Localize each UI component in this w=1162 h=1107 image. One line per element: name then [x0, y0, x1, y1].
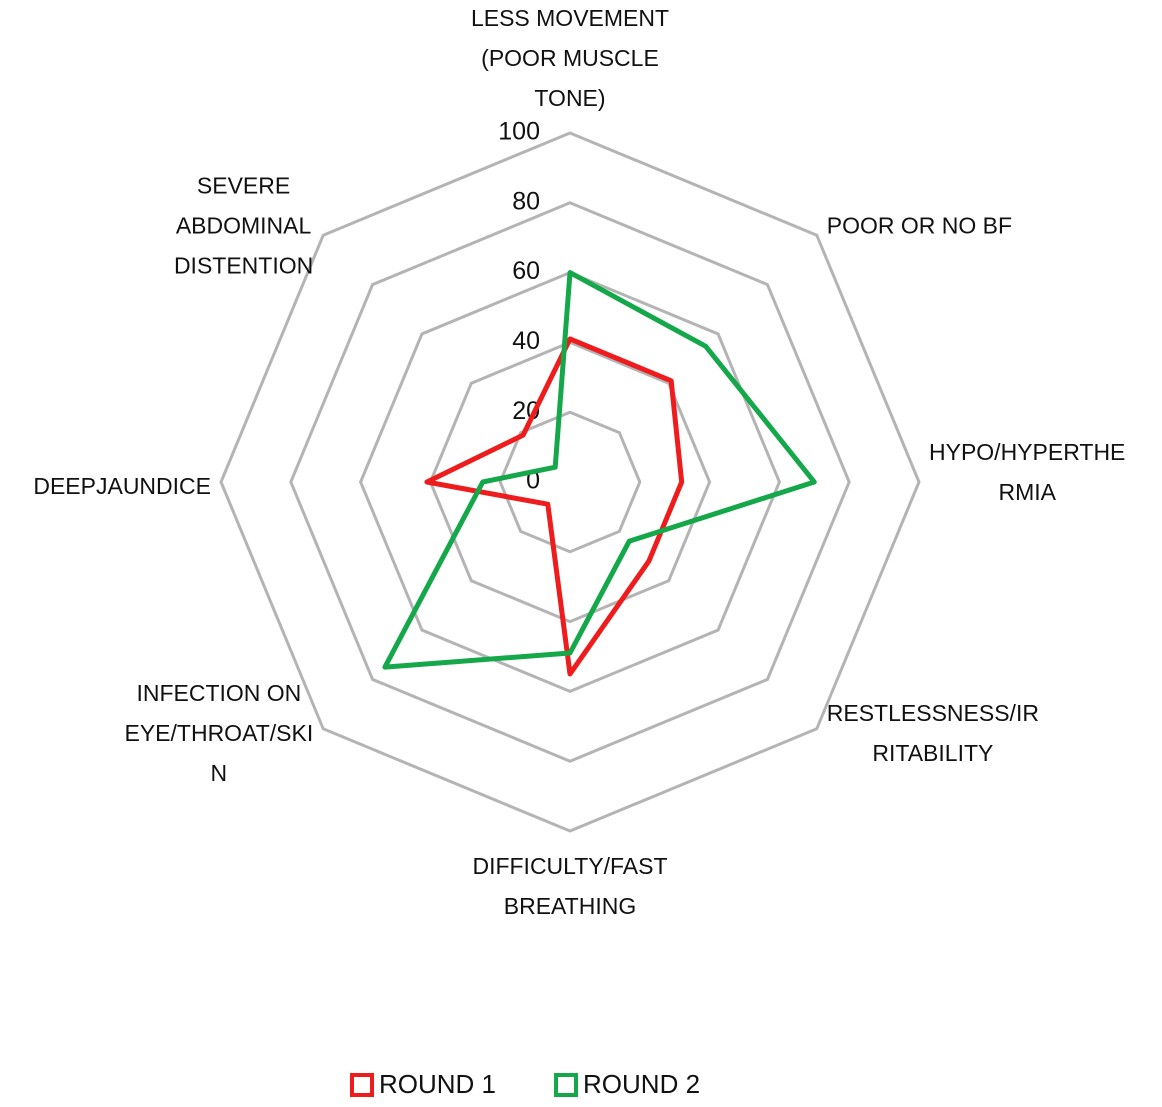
category-label: (POOR MUSCLE: [481, 45, 659, 71]
y-tick-label: 60: [512, 257, 540, 285]
legend-swatch: [554, 1073, 579, 1097]
category-label: POOR OR NO BF: [827, 212, 1012, 238]
y-tick-label: 40: [512, 327, 540, 355]
category-label: INFECTION ON: [136, 680, 301, 706]
category-label: N: [211, 760, 228, 786]
category-label: RESTLESSNESS/IR: [827, 700, 1039, 726]
y-tick-label: 80: [512, 187, 540, 215]
grid-line: [498, 410, 642, 554]
category-label: RMIA: [998, 479, 1056, 505]
category-label: EYE/THROAT/SKI: [125, 720, 314, 746]
category-label: SEVERE: [197, 172, 290, 198]
grid-line: [358, 270, 782, 694]
legend-label: ROUND 2: [583, 1069, 700, 1099]
category-label: RITABILITY: [872, 740, 993, 766]
legend-swatch: [350, 1073, 374, 1097]
category-label: DISTENTION: [174, 252, 313, 278]
category-label: BREATHING: [504, 893, 636, 919]
series-line: [424, 336, 685, 677]
category-label: LESS MOVEMENT: [471, 5, 669, 31]
category-label: ABDOMINAL: [176, 212, 312, 238]
category-label: DIFFICULTY/FAST: [472, 853, 667, 879]
category-label: DEEPJAUNDICE: [33, 473, 211, 499]
series-line: [382, 270, 817, 670]
grid-line: [428, 340, 712, 624]
grid-line: [289, 201, 851, 763]
category-label: TONE): [534, 85, 605, 111]
grid-line: [219, 131, 921, 833]
legend-label: ROUND 1: [379, 1069, 496, 1099]
y-tick-label: 100: [498, 118, 540, 146]
category-label: HYPO/HYPERTHE: [929, 439, 1125, 465]
